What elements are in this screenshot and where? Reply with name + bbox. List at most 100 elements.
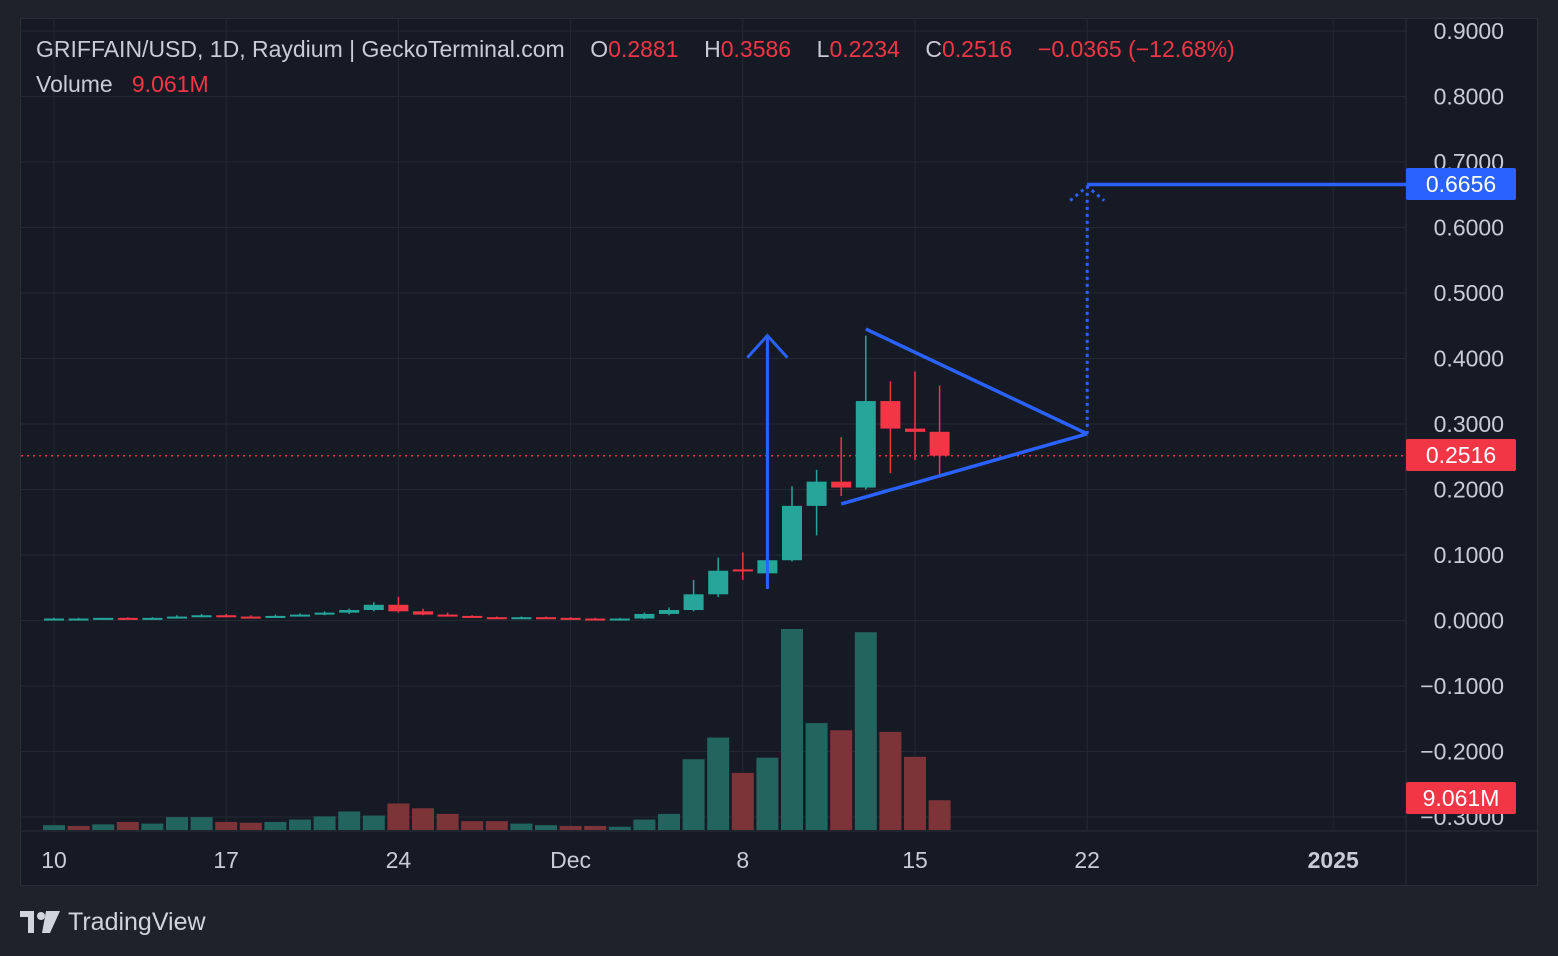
candle-body[interactable]	[68, 618, 89, 621]
volume-bar	[141, 823, 164, 830]
volume-bar	[756, 757, 779, 830]
y-tick-label: 0.5000	[1434, 280, 1504, 306]
volume-bar	[608, 826, 631, 830]
candle-body[interactable]	[708, 570, 729, 595]
y-tick-label: 0.6000	[1434, 215, 1504, 241]
volume-bar	[805, 723, 828, 830]
chart-panel[interactable]: 0.9000 0.8000 0.7000 0.6000 0.5000 0.4000 0.30…	[20, 18, 1539, 887]
close-value: 0.2516	[941, 36, 1013, 62]
candlestick-chart[interactable]: 0.90000.80000.70000.60000.50000.40000.30…	[21, 19, 1539, 887]
triangle-upper-line[interactable]	[865, 327, 1088, 436]
volume-bar	[362, 815, 385, 830]
y-tick-label: −0.2000	[1420, 739, 1504, 765]
candle-body[interactable]	[388, 604, 409, 612]
candle-body[interactable]	[806, 481, 827, 506]
candle-body[interactable]	[437, 614, 458, 617]
x-tick-label: 17	[213, 847, 239, 873]
volume-bar	[658, 813, 680, 830]
candle-body[interactable]	[536, 617, 556, 620]
close-label: C	[925, 36, 942, 62]
x-tick-label: 10	[41, 847, 67, 873]
flagpole-arrow-head	[746, 333, 789, 359]
x-tick-label: 8	[736, 847, 749, 873]
candle-body[interactable]	[732, 569, 753, 572]
tradingview-logo[interactable]: TradingView	[20, 904, 206, 940]
candle-body[interactable]	[855, 401, 876, 488]
candle-body[interactable]	[363, 604, 384, 611]
candle-body[interactable]	[167, 616, 187, 619]
volume-bar	[535, 825, 557, 830]
candle-body[interactable]	[117, 617, 138, 620]
y-tick-label: −0.1000	[1420, 673, 1504, 699]
volume-bar	[264, 821, 287, 830]
candle-body[interactable]	[93, 617, 114, 620]
candle-body[interactable]	[585, 618, 606, 621]
candle-body[interactable]	[462, 615, 483, 618]
candle-body[interactable]	[880, 401, 901, 429]
candle-body[interactable]	[659, 610, 679, 614]
volume-bar	[731, 772, 754, 830]
volume-bar	[879, 731, 902, 830]
x-tick-label: 22	[1074, 847, 1100, 873]
candle-body[interactable]	[290, 614, 310, 617]
volume-bar	[559, 825, 582, 830]
volume-bar	[190, 817, 213, 830]
candle-body[interactable]	[413, 611, 433, 615]
candle-body[interactable]	[142, 617, 163, 620]
volume-label: Volume	[36, 71, 113, 97]
y-tick-label: 0.4000	[1434, 346, 1504, 372]
candle-body[interactable]	[44, 618, 64, 621]
volume-bar	[510, 823, 533, 830]
candle-body[interactable]	[216, 615, 237, 618]
volume-bar	[387, 803, 410, 830]
candle-body[interactable]	[511, 617, 532, 620]
candle-body[interactable]	[265, 615, 286, 618]
candle-body[interactable]	[191, 615, 212, 618]
y-tick-label: 0.0000	[1434, 608, 1504, 634]
volume-bar	[461, 821, 484, 830]
y-tick-label: 0.8000	[1434, 84, 1504, 110]
candle-body[interactable]	[831, 481, 852, 488]
candle-body[interactable]	[609, 618, 630, 621]
candle-body[interactable]	[240, 616, 261, 619]
candle-body[interactable]	[486, 617, 507, 620]
volume-bar	[682, 759, 705, 830]
candle-body[interactable]	[683, 594, 704, 611]
candle-body[interactable]	[560, 617, 581, 620]
volume-bar	[904, 756, 926, 830]
volume-bar	[338, 811, 361, 830]
candle-body[interactable]	[782, 505, 802, 561]
open-label: O	[590, 36, 609, 62]
volume-bar	[412, 808, 434, 830]
candle-body[interactable]	[929, 431, 950, 456]
volume-bar	[116, 821, 139, 830]
tradingview-icon	[20, 911, 60, 933]
y-tick-label: 0.2000	[1434, 477, 1504, 503]
candle-body[interactable]	[634, 613, 655, 619]
low-label: L	[816, 36, 830, 62]
y-tick-label: 0.9000	[1434, 19, 1504, 44]
x-tick-label: 2025	[1308, 847, 1359, 873]
candle-body[interactable]	[314, 612, 335, 615]
symbol-title: GRIFFAIN/USD, 1D, Raydium | GeckoTermina…	[36, 36, 565, 62]
volume-bar	[830, 730, 853, 830]
open-value: 0.2881	[608, 36, 679, 62]
brand-name: TradingView	[68, 907, 206, 936]
high-value: 0.3586	[720, 36, 792, 62]
low-value: 0.2234	[829, 36, 900, 62]
high-label: H	[704, 36, 721, 62]
volume-bar	[313, 816, 336, 830]
volume-bar	[854, 632, 877, 830]
triangle-lower-line[interactable]	[840, 432, 1088, 506]
candle-body[interactable]	[905, 428, 925, 432]
candle-body[interactable]	[339, 610, 360, 613]
volume-bar	[166, 817, 188, 830]
volume-bar	[584, 825, 607, 830]
volume-value: 9.061M	[131, 71, 209, 97]
x-tick-label: 24	[386, 847, 412, 873]
y-tick-label: 0.1000	[1434, 542, 1504, 568]
volume-bar	[633, 819, 656, 830]
y-tick-label: 0.3000	[1434, 411, 1504, 437]
volume-bar	[67, 825, 90, 830]
volume-bar	[289, 819, 311, 830]
